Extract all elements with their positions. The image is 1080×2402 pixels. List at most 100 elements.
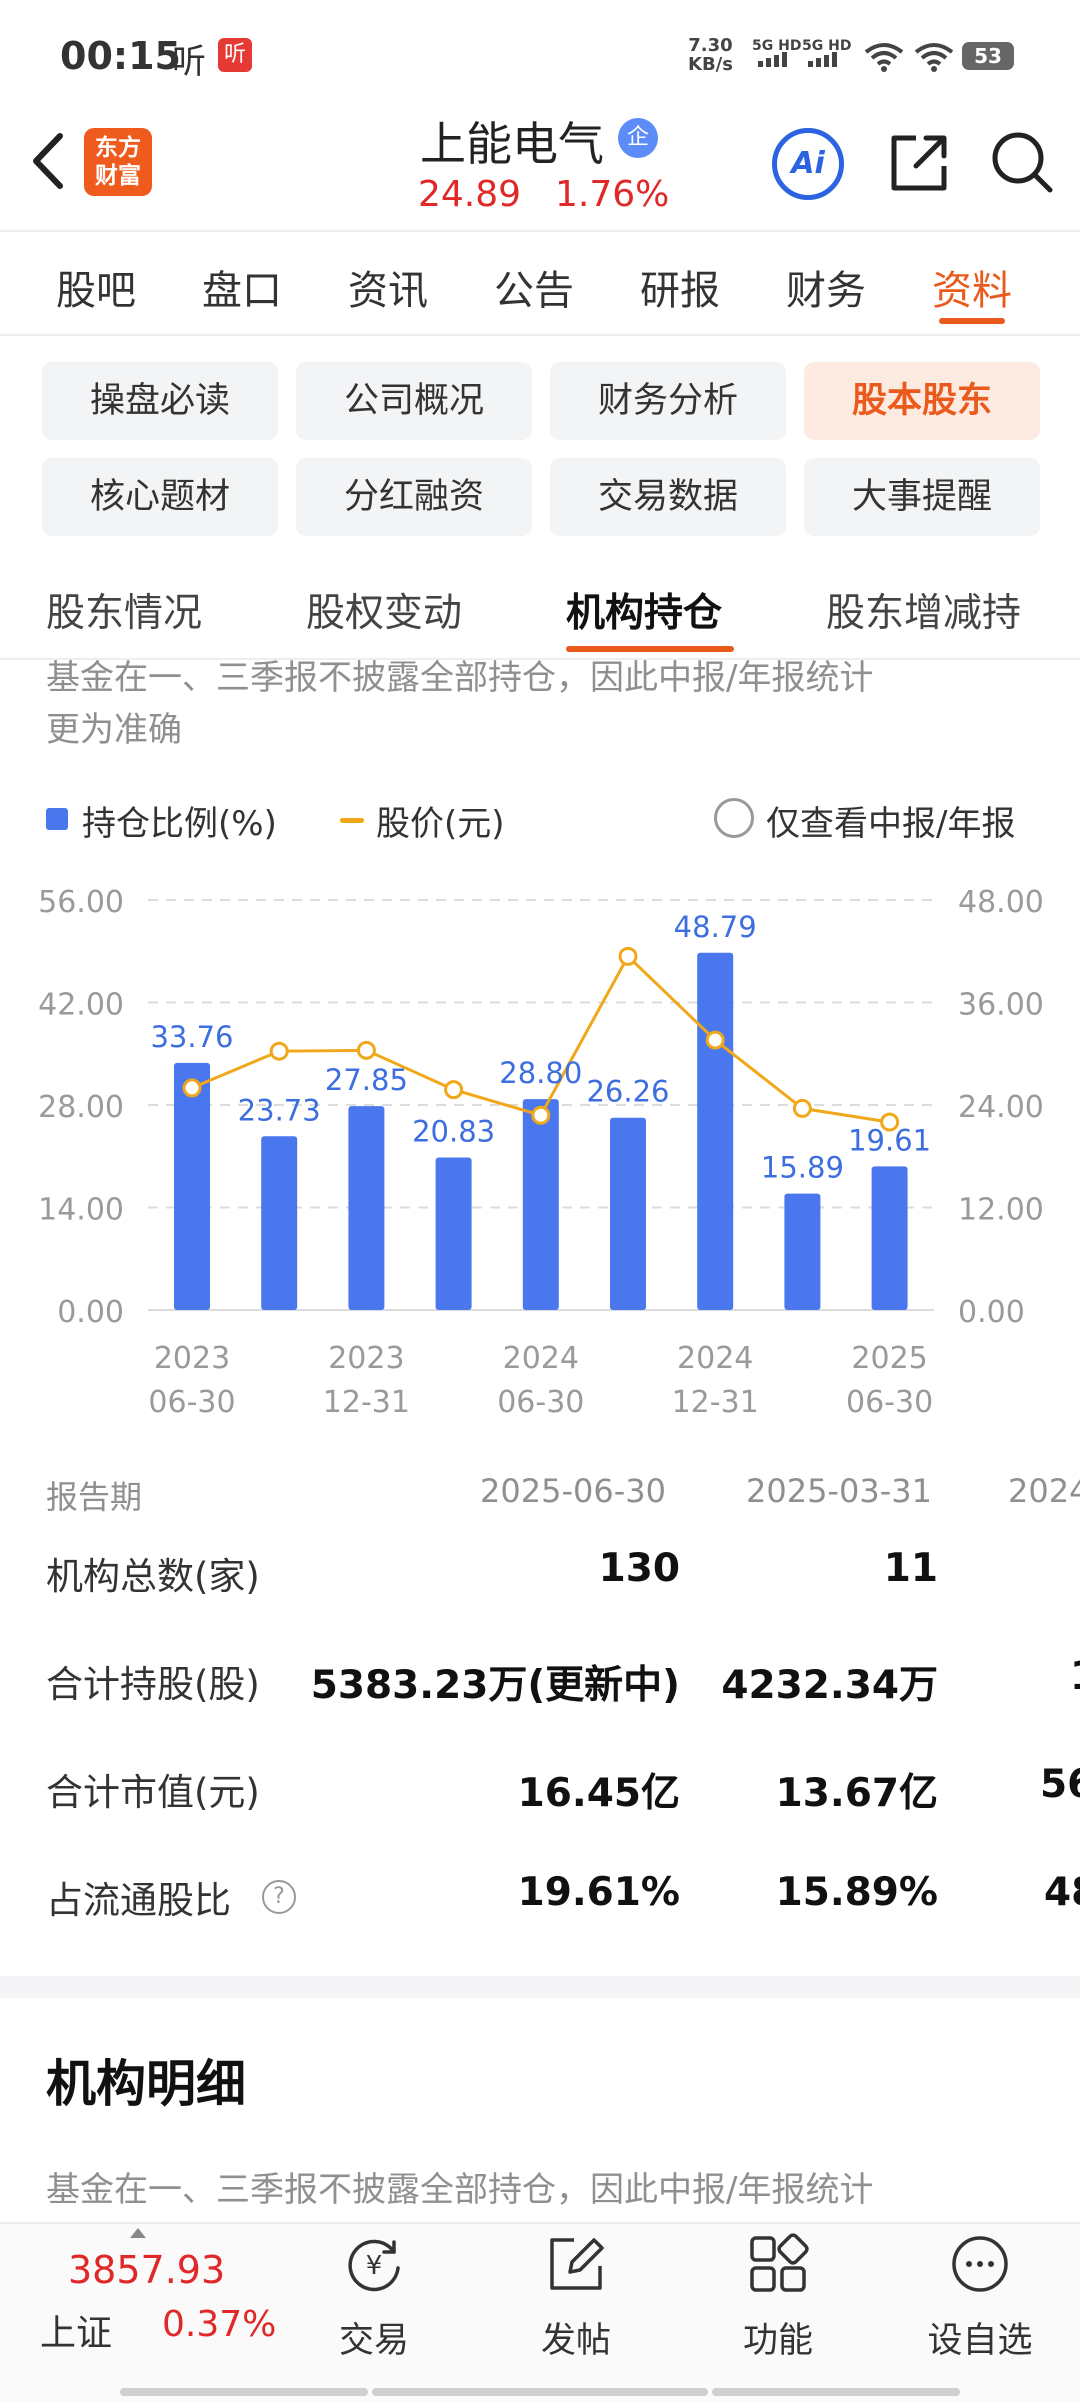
row-label-market-value: 合计市值(元): [46, 1771, 260, 1814]
tab-guba[interactable]: 股吧: [56, 268, 136, 314]
bar-value-label: 20.83: [412, 1114, 495, 1148]
stock-change-pct: 1.76%: [555, 174, 670, 215]
index-change[interactable]: 0.37%: [162, 2304, 277, 2345]
row-value: 130: [598, 1546, 680, 1591]
chip-financial-analysis[interactable]: 财务分析: [550, 362, 786, 440]
x-tick-label: 12-31: [323, 1385, 410, 1420]
expand-caret-icon[interactable]: [130, 2228, 146, 2238]
help-icon[interactable]: ?: [262, 1880, 296, 1914]
logo-line1: 东方: [95, 135, 141, 161]
index-name[interactable]: 上证: [40, 2313, 113, 2354]
index-value[interactable]: 3857.93: [68, 2248, 226, 2292]
x-tick-label: 06-30: [148, 1385, 235, 1420]
back-arrow-icon[interactable]: [24, 128, 74, 194]
right-axis-tick-label: 0.00: [958, 1295, 1025, 1330]
tab-news[interactable]: 资讯: [348, 268, 428, 314]
x-tick-label: 2024: [503, 1341, 579, 1376]
active-subtab-indicator: [566, 646, 734, 652]
tab-research[interactable]: 研报: [640, 268, 720, 314]
bar-value-label: 28.80: [499, 1056, 582, 1090]
gesture-bar-segment: [120, 2388, 368, 2396]
disclosure-note: 基金在一、三季报不披露全部持仓，因此中报/年报统计 更为准确: [46, 652, 1036, 756]
left-axis-tick-label: 0.00: [57, 1295, 124, 1330]
wifi2-icon: [914, 43, 954, 72]
chip-core-themes[interactable]: 核心题材: [42, 458, 278, 536]
app-logo: 东方 财富: [84, 128, 152, 196]
price-point: [792, 1098, 812, 1118]
tab-profile[interactable]: 资料: [932, 268, 1012, 314]
tab-pankou[interactable]: 盘口: [202, 268, 282, 314]
report-filter-label[interactable]: 仅查看中报/年报: [766, 804, 1016, 844]
table-col-3: 2024: [1008, 1472, 1080, 1510]
nav-function-label[interactable]: 功能: [742, 2321, 813, 2361]
x-tick-label: 06-30: [497, 1385, 584, 1420]
chip-dividend-financing[interactable]: 分红融资: [296, 458, 532, 536]
subtab-shareholding-changes[interactable]: 股东增减持: [826, 591, 1022, 636]
row-value: 48: [1044, 1870, 1080, 1915]
bar: [174, 1062, 210, 1310]
bar-value-label: 27.85: [325, 1063, 408, 1097]
battery-icon: 53: [962, 42, 1014, 70]
price-point: [618, 946, 638, 966]
row-value: 19.61%: [517, 1870, 680, 1915]
x-tick-label: 12-31: [672, 1385, 759, 1420]
enterprise-badge-icon: 企: [618, 118, 658, 158]
trade-icon[interactable]: ¥: [342, 2232, 406, 2296]
table-header-label: 报告期: [46, 1478, 143, 1516]
sim1-label: 5G HD: [752, 38, 802, 54]
price-point: [531, 1105, 551, 1125]
row-value: 1: [1070, 1654, 1080, 1699]
ai-assistant-icon[interactable]: Ai: [772, 128, 844, 200]
bar-value-label: 19.61: [848, 1123, 931, 1157]
bar-value-label: 48.79: [674, 910, 757, 944]
row-value: 16.45亿: [517, 1771, 680, 1816]
subtab-equity-changes[interactable]: 股权变动: [306, 591, 463, 636]
chip-trading-data[interactable]: 交易数据: [550, 458, 786, 536]
subtab-institutional-holdings[interactable]: 机构持仓: [566, 591, 723, 636]
post-icon[interactable]: [544, 2232, 608, 2296]
subtabs-divider: [0, 658, 1080, 660]
right-axis-tick-label: 12.00: [958, 1193, 1044, 1228]
section-gap: [0, 1976, 1080, 1998]
section-note: 基金在一、三季报不披露全部持仓，因此中报/年报统计: [46, 2170, 874, 2210]
bar: [261, 1136, 298, 1310]
table-col-1: 2025-06-30: [480, 1472, 666, 1510]
tab-finance[interactable]: 财务: [786, 268, 866, 314]
bar: [435, 1157, 472, 1310]
share-icon[interactable]: [886, 130, 952, 196]
x-tick-label: 2023: [328, 1341, 404, 1376]
nav-trade-label[interactable]: 交易: [338, 2321, 409, 2361]
price-point: [182, 1078, 202, 1098]
search-icon[interactable]: [988, 128, 1056, 196]
bar: [610, 1117, 646, 1310]
chip-trading-guide[interactable]: 操盘必读: [42, 362, 278, 440]
chip-events[interactable]: 大事提醒: [804, 458, 1040, 536]
network-speed: 7.30 KB/s: [688, 36, 733, 74]
bar-value-label: 26.26: [586, 1075, 669, 1109]
report-filter-radio[interactable]: [714, 798, 754, 838]
chip-share-capital[interactable]: 股本股东: [804, 362, 1040, 440]
chip-company-overview[interactable]: 公司概况: [296, 362, 532, 440]
legend-line-swatch: [340, 818, 364, 823]
nav-post-label[interactable]: 发帖: [540, 2321, 611, 2361]
svg-text:¥: ¥: [366, 2251, 383, 2281]
wifi-icon: [864, 43, 904, 72]
price-point: [269, 1041, 289, 1061]
disclosure-note-line2: 更为准确: [46, 710, 182, 750]
x-tick-label: 2025: [851, 1341, 927, 1376]
tab-announcements[interactable]: 公告: [494, 268, 574, 314]
subtab-shareholders[interactable]: 股东情况: [46, 591, 203, 636]
bar: [522, 1099, 559, 1310]
price-point: [444, 1080, 464, 1100]
add-watchlist-icon[interactable]: [948, 2232, 1012, 2296]
nav-watchlist-label[interactable]: 设自选: [927, 2321, 1033, 2361]
bar: [784, 1193, 821, 1310]
function-icon[interactable]: [746, 2232, 810, 2296]
price-point: [880, 1112, 900, 1132]
row-value: 5383.23万(更新中): [310, 1663, 680, 1708]
header-divider: [0, 230, 1080, 232]
x-tick-label: 2024: [677, 1341, 753, 1376]
gesture-bar-segment: [712, 2388, 960, 2396]
status-time: 00:15: [60, 34, 181, 78]
table-col-2: 2025-03-31: [746, 1472, 932, 1510]
